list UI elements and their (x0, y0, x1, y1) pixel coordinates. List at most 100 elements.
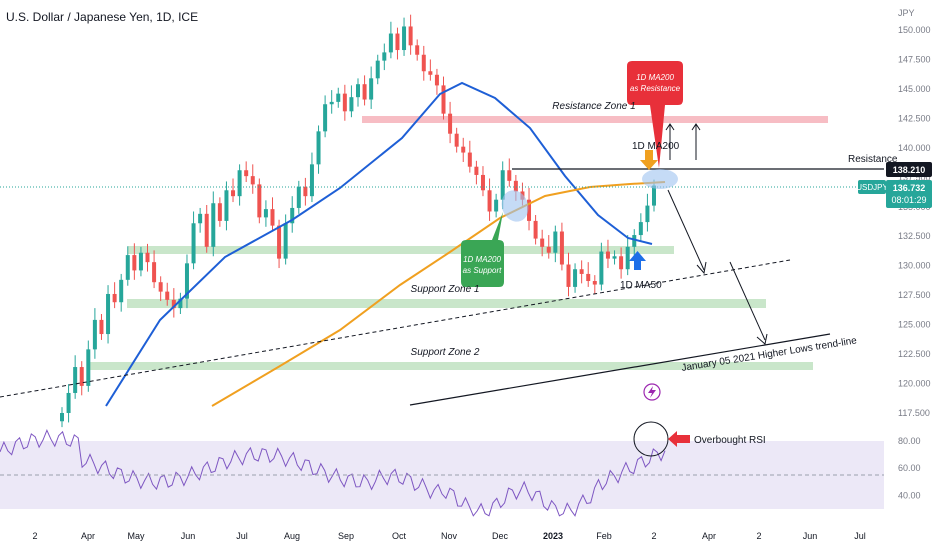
candles-layer (60, 14, 656, 428)
candle-body (66, 392, 71, 413)
ma200-support-callout-line1: 1D MA200 (463, 255, 501, 264)
candle-body (204, 213, 209, 247)
candle-body (625, 246, 630, 270)
candle-body (132, 255, 137, 271)
price-tick: 127.500 (898, 290, 931, 300)
candle-body (277, 225, 282, 259)
candle-body (316, 131, 321, 165)
candle-body (395, 33, 400, 51)
candle-body (60, 413, 64, 422)
candle-body (356, 84, 360, 98)
time-tick: 2 (651, 531, 656, 541)
candle-body (632, 235, 637, 247)
candle-body (112, 293, 117, 303)
price-tick: 120.000 (898, 379, 931, 389)
ma200-resistance-callout (627, 61, 683, 168)
price-tick: 150.000 (898, 25, 931, 35)
candle-body (494, 199, 499, 212)
candle-body (283, 223, 288, 259)
ma200-line (211, 181, 666, 407)
zones-layer (88, 116, 828, 370)
candle-body (73, 367, 78, 393)
time-tick: May (127, 531, 145, 541)
candle-body (533, 220, 538, 239)
candle-body (362, 84, 367, 100)
candle-body (290, 207, 295, 224)
candle-body (217, 203, 222, 221)
candle-body (553, 231, 558, 253)
ma200-support-ellipse (501, 190, 529, 222)
candle-body (270, 209, 275, 226)
candle-body (171, 299, 176, 309)
rsi-label: Overbought RSI (694, 435, 766, 446)
ma50-label: 1D MA50 (620, 280, 662, 291)
candle-body (257, 184, 262, 218)
price-tick: 132.500 (898, 231, 931, 241)
candle-body (92, 319, 97, 350)
ma200-top-label: 1D MA200 (632, 141, 680, 152)
candle-body (231, 190, 236, 197)
candle-body (336, 93, 341, 102)
candle-body (184, 263, 189, 299)
candle-body (559, 231, 564, 265)
support-zone-2-label: Support Zone 2 (411, 347, 480, 358)
time-axis: 2 Apr May Jun Jul Aug Sep Oct Nov Dec 2023 Feb 2 Apr 2… (32, 531, 865, 541)
candle-body (86, 349, 91, 386)
candle-body (599, 251, 604, 285)
candle-body (480, 174, 485, 191)
resistance-zone-label: Resistance Zone 1 (552, 101, 635, 112)
candle-body (527, 199, 532, 221)
candle-body (638, 222, 643, 236)
resistance-label: Resistance (848, 154, 898, 165)
candle-body (474, 166, 479, 175)
candle-body (119, 279, 124, 303)
candle-body (99, 319, 104, 335)
candle-body (652, 185, 656, 206)
candle-body (145, 252, 150, 263)
time-tick: Nov (441, 531, 458, 541)
candle-body (158, 282, 163, 292)
price-tick: 145.000 (898, 84, 931, 94)
candle-body (224, 190, 229, 221)
candle-body (612, 256, 617, 259)
lightning-bolt (648, 386, 656, 398)
resistance-price-tag (886, 162, 932, 177)
countdown-value: 08:01:29 (891, 195, 926, 205)
last-price-value: 136.732 (893, 183, 926, 193)
support-zone-1-box (127, 299, 766, 308)
candle-body (402, 26, 407, 51)
rsi-red-arrow (668, 431, 690, 447)
candle-body (408, 26, 413, 46)
candle-body (309, 164, 314, 197)
time-tick: Sep (338, 531, 354, 541)
candle-body (296, 186, 301, 208)
candle-body (191, 223, 196, 264)
candle-body (211, 203, 216, 247)
time-tick: Jul (854, 531, 866, 541)
candle-body (619, 256, 624, 270)
blue-up-arrow (629, 251, 646, 270)
time-tick: Jun (803, 531, 818, 541)
rsi-tick: 60.00 (898, 463, 921, 473)
candle-body (152, 262, 157, 283)
candle-body (428, 71, 433, 75)
support-zone-upper-box (128, 246, 674, 254)
candle-body (106, 293, 111, 335)
candle-body (546, 246, 551, 253)
candle-body (448, 113, 453, 134)
time-tick: Aug (284, 531, 300, 541)
candle-body (79, 367, 84, 386)
candle-body (645, 205, 650, 223)
ma50-line (105, 81, 653, 407)
rsi-tick: 40.00 (898, 490, 921, 500)
resistance-price-value: 138.210 (893, 165, 926, 175)
currency-label: JPY (898, 8, 915, 18)
symbol-label: USDJPY (856, 183, 888, 192)
candle-body (263, 209, 268, 218)
candle-body (441, 85, 446, 114)
candle-body (454, 133, 459, 147)
ma200-resistance-callout-line1: 1D MA200 (636, 73, 674, 82)
projection-path-1 (667, 189, 705, 271)
candle-body (566, 264, 571, 287)
